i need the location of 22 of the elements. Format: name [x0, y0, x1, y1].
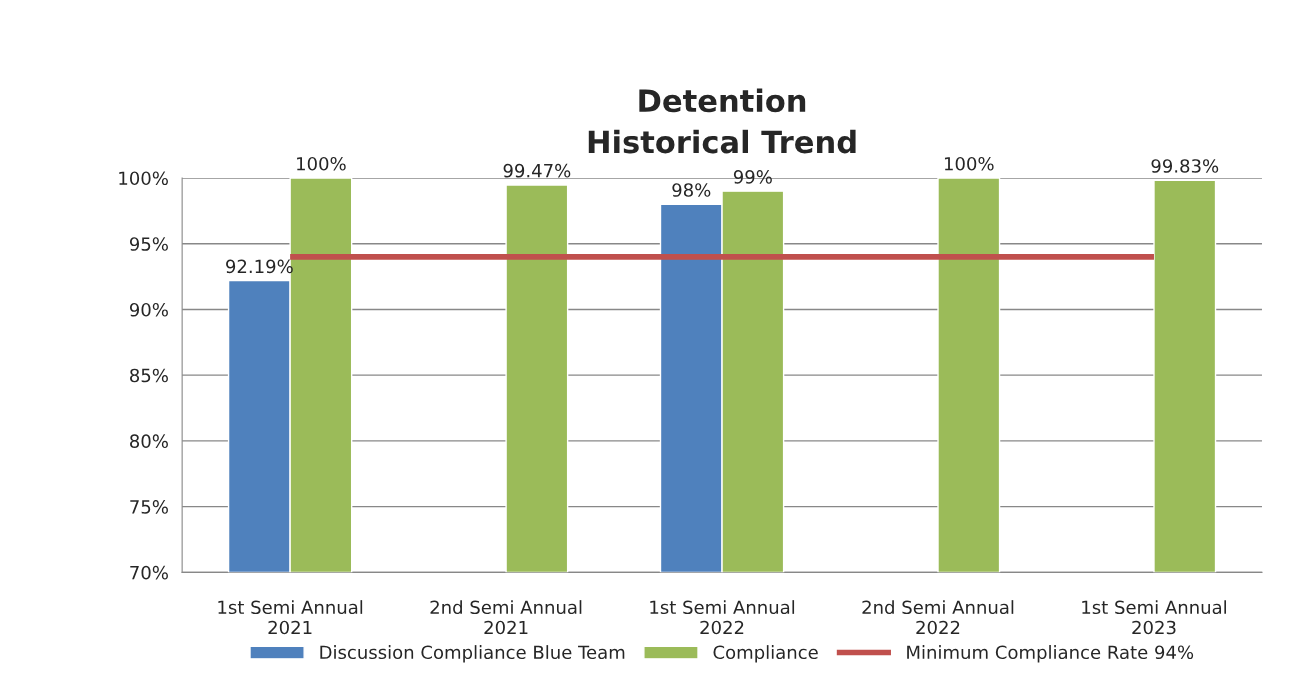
y-tick-label: 70%: [130, 565, 168, 580]
x-tick-label: 1st Semi Annual 2022: [650, 600, 795, 635]
x-tick-label: 1st Semi Annual 2021: [218, 600, 363, 635]
y-tick-label: 90%: [129, 302, 168, 317]
legend-label: Discussion Compliance Blue Team: [320, 645, 625, 663]
data-label: 98%: [672, 183, 711, 197]
y-tick-label: 85%: [130, 368, 168, 383]
y-tick-label: 100%: [119, 171, 168, 186]
legend-label: Minimum Compliance Rate 94%: [907, 645, 1194, 663]
x-tick-label: 1st Semi Annual 2023: [1082, 600, 1226, 635]
x-tick-label: 2nd Semi Annual 2021: [430, 600, 582, 635]
y-tick-label: 95%: [129, 237, 168, 251]
legend-label: Compliance: [713, 645, 818, 663]
data-label: 100%: [297, 156, 346, 171]
chart-title: Detention Historical Trend: [588, 88, 856, 154]
y-tick-label: 75%: [130, 500, 168, 514]
data-label: 99.83%: [1151, 159, 1219, 173]
x-tick-label: 2nd Semi Annual 2022: [862, 600, 1014, 635]
data-label: 99.47%: [503, 163, 571, 178]
y-tick-label: 80%: [130, 434, 168, 449]
data-label: 100%: [944, 156, 994, 171]
data-label: 99%: [733, 170, 772, 184]
